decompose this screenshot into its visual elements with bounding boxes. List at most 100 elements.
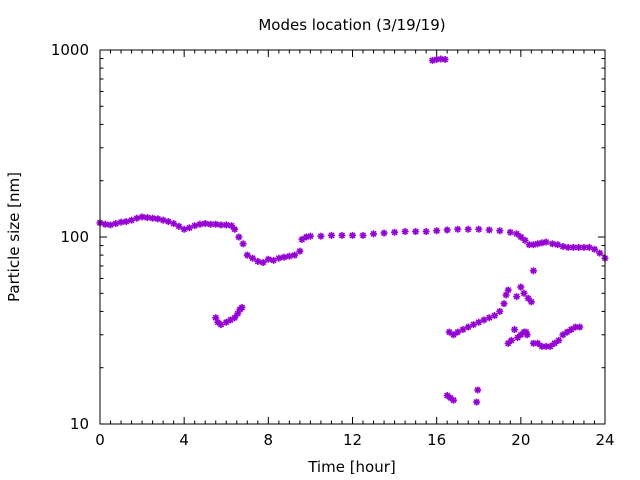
data-point	[196, 220, 204, 228]
data-point	[464, 225, 472, 233]
data-point	[454, 225, 462, 233]
data-point	[107, 221, 115, 229]
x-tick-label: 4	[179, 431, 189, 449]
data-point	[138, 213, 146, 221]
data-point	[217, 221, 225, 229]
data-point	[527, 298, 535, 306]
data-point	[412, 228, 420, 236]
data-point	[480, 316, 488, 324]
data-point	[275, 254, 283, 262]
data-point	[222, 221, 230, 229]
data-point	[521, 236, 529, 244]
data-point	[450, 396, 457, 404]
data-point	[243, 251, 251, 259]
data-point	[459, 326, 467, 334]
data-point	[520, 289, 528, 297]
data-point	[496, 227, 504, 235]
data-point	[473, 398, 481, 406]
x-axis-label: Time [hour]	[307, 458, 396, 476]
data-point	[191, 222, 199, 230]
data-point	[523, 331, 531, 339]
x-tick-label: 20	[511, 431, 530, 449]
data-point	[485, 226, 493, 234]
data-point	[511, 326, 519, 334]
data-point	[296, 247, 304, 255]
data-point	[548, 240, 556, 248]
y-tick-label: 100	[60, 228, 89, 246]
data-point	[239, 240, 247, 248]
data-point	[433, 227, 441, 235]
data-point	[175, 222, 183, 230]
data-point	[504, 286, 512, 294]
data-points	[96, 55, 609, 406]
data-point	[122, 218, 130, 226]
data-point	[555, 336, 563, 344]
data-point	[112, 220, 120, 228]
data-point	[249, 254, 257, 262]
data-point	[401, 228, 409, 236]
data-point	[475, 318, 483, 326]
data-point	[238, 303, 246, 311]
data-point	[513, 293, 521, 301]
data-point	[428, 56, 436, 64]
data-point	[159, 216, 167, 224]
data-point	[454, 328, 462, 336]
data-point	[380, 229, 388, 237]
data-point	[441, 55, 449, 63]
data-point	[291, 251, 299, 259]
data-point	[185, 224, 193, 232]
data-point	[590, 245, 598, 253]
data-point	[327, 231, 335, 239]
data-point	[306, 232, 314, 240]
data-point	[485, 314, 493, 322]
data-point	[235, 233, 243, 241]
chart-title: Modes location (3/19/19)	[258, 16, 445, 34]
data-point	[464, 323, 472, 331]
data-point	[491, 312, 499, 320]
data-point	[285, 252, 293, 260]
data-point	[170, 220, 178, 228]
data-point	[259, 259, 267, 267]
data-point	[443, 226, 451, 234]
data-point	[254, 257, 262, 265]
data-point	[529, 267, 537, 275]
data-point	[154, 215, 162, 223]
data-point	[264, 255, 272, 263]
data-point	[180, 225, 188, 233]
x-tick-label: 0	[95, 431, 105, 449]
x-tick-label: 16	[427, 431, 446, 449]
data-point	[534, 339, 542, 347]
data-point	[474, 386, 482, 394]
data-point	[206, 220, 214, 228]
x-tick-label: 24	[595, 431, 614, 449]
data-point	[542, 238, 550, 246]
data-point	[500, 300, 508, 308]
data-point	[496, 307, 504, 315]
data-point	[514, 334, 522, 342]
data-point	[231, 225, 239, 233]
data-point	[391, 228, 399, 236]
x-tick-label: 12	[343, 431, 362, 449]
data-point	[507, 336, 515, 344]
axis-ticks: 0 4 8 12 16 20 24 10 100 1000	[51, 41, 615, 449]
x-tick-label: 8	[264, 431, 274, 449]
data-point	[576, 323, 584, 331]
data-point	[317, 232, 325, 240]
y-tick-label: 1000	[51, 41, 89, 59]
data-point	[359, 231, 367, 239]
data-point	[559, 242, 567, 250]
data-point	[546, 342, 554, 350]
data-point	[270, 256, 278, 264]
data-point	[349, 231, 356, 239]
data-point	[596, 249, 604, 257]
y-tick-label: 10	[70, 415, 89, 433]
data-point	[370, 230, 378, 238]
data-point	[217, 321, 225, 329]
data-point	[554, 241, 562, 249]
data-point	[506, 228, 514, 236]
y-axis-label: Particle size [nm]	[5, 172, 23, 302]
data-point	[133, 214, 141, 222]
data-point	[338, 231, 346, 239]
plot-frame	[99, 49, 606, 425]
